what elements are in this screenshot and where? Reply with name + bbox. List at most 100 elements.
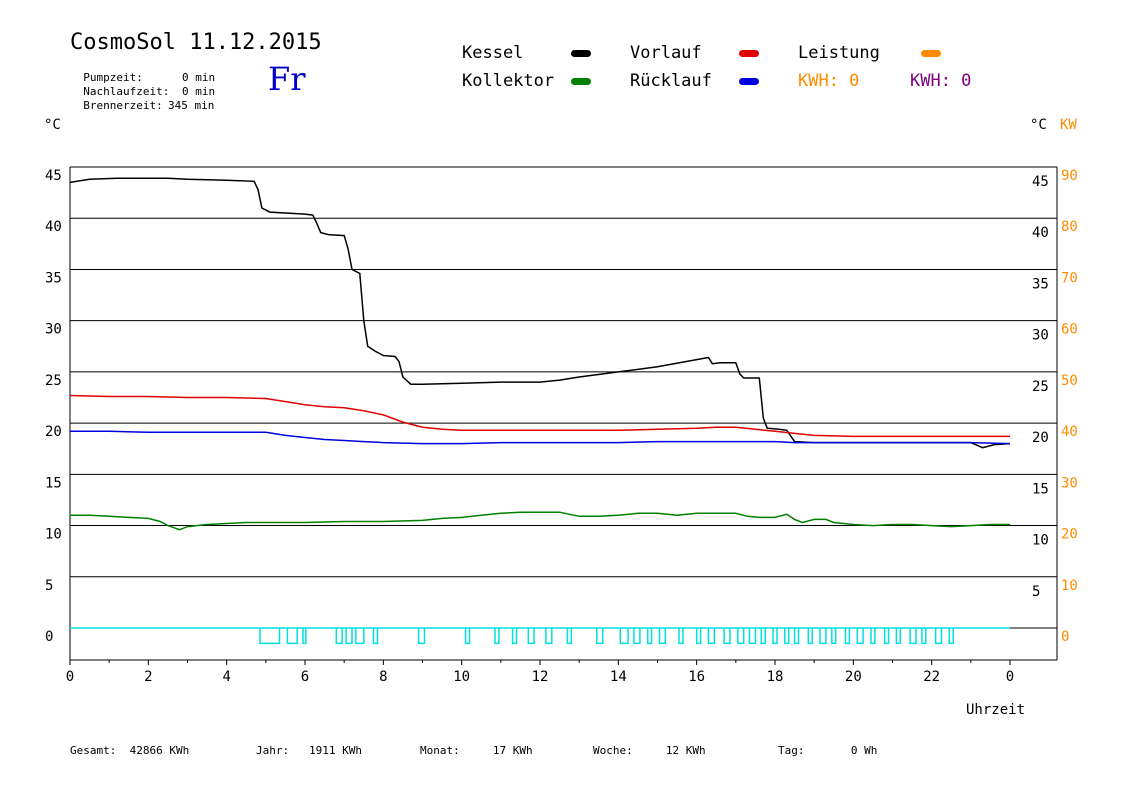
x-tick-label: 16 <box>688 669 705 685</box>
y-tick-label-right: 25 <box>1032 379 1049 395</box>
footer-label: Jahr: <box>256 744 290 757</box>
pump-pulse <box>355 628 365 645</box>
x-tick-label: 6 <box>301 669 309 685</box>
y-tick-label-power: 80 <box>1061 219 1078 235</box>
y-tick-label-right: 20 <box>1032 430 1049 446</box>
footer-gesamt: Gesamt: 42866 KWh <box>70 744 189 757</box>
footer-label: Gesamt: <box>70 744 117 757</box>
footer-label: Monat: <box>420 744 460 757</box>
y-tick-label-power: 70 <box>1061 270 1078 286</box>
pump-pulse <box>921 628 927 645</box>
y-tick-label-right: 30 <box>1032 328 1049 344</box>
x-tick-label: 10 <box>453 669 470 685</box>
pump-pulse <box>856 628 864 645</box>
series-line-vorlauf <box>69 394 1010 438</box>
y-tick-label-power: 20 <box>1061 527 1078 543</box>
pump-pulse <box>417 628 426 645</box>
series-line-kollektor <box>70 511 1010 531</box>
y-tick-label: 35 <box>45 270 62 286</box>
pump-pulse <box>646 628 653 645</box>
pump-pulse <box>345 628 353 645</box>
pump-pulse <box>895 628 902 645</box>
pump-pulse <box>494 628 500 645</box>
footer-value: 42866 KWh <box>129 744 190 757</box>
pump-pulse <box>737 628 745 645</box>
y-tick-label-power: 60 <box>1061 322 1078 338</box>
unit-right-power: KW <box>1060 117 1077 133</box>
y-tick-label-right: 35 <box>1032 276 1049 292</box>
unit-left: °C <box>44 117 61 133</box>
pump-pulse <box>286 628 298 645</box>
pump-pulse <box>464 628 471 645</box>
y-tick-label: 5 <box>45 578 53 594</box>
x-tick-label: 4 <box>222 669 230 685</box>
legend-ruecklauf: Rücklauf <box>630 71 712 91</box>
y-tick-label-right: 5 <box>1032 584 1040 600</box>
info-label: Nachlaufzeit: <box>83 85 170 98</box>
pump-pulse <box>259 628 281 645</box>
footer-label: Tag: <box>778 744 805 757</box>
y-tick-label: 0 <box>45 629 53 645</box>
info-value: 0 min <box>182 85 216 98</box>
y-tick-label-power: 30 <box>1061 475 1078 491</box>
pump-pulse <box>772 628 778 645</box>
pump-pulse <box>707 628 716 645</box>
pump-pulse <box>511 628 518 645</box>
legend-kollektor: Kollektor <box>462 71 555 91</box>
footer-value: 0 Wh <box>850 744 878 757</box>
info-brennerzeit: Brennerzeit: 345 min <box>70 86 214 112</box>
x-axis-label: Uhrzeit <box>966 702 1026 718</box>
x-tick-label: 12 <box>532 669 549 685</box>
pump-pulse <box>948 628 954 645</box>
pump-pulse <box>658 628 667 645</box>
y-tick-label: 45 <box>45 168 62 184</box>
y-tick-label: 20 <box>45 424 62 440</box>
y-tick-label: 15 <box>45 475 62 491</box>
legend-swatch-leistung <box>921 50 941 57</box>
legend-kwh-2: KWH: 0 <box>910 71 972 91</box>
x-tick-label: 2 <box>144 669 152 685</box>
x-tick-label: 22 <box>923 669 940 685</box>
pump-pulse <box>302 628 307 645</box>
footer-value: 17 KWh <box>492 744 533 757</box>
y-tick-label: 10 <box>45 527 62 543</box>
y-tick-label: 30 <box>45 322 62 338</box>
pump-pulse <box>909 628 917 645</box>
y-tick-label-right: 15 <box>1032 481 1049 497</box>
legend-kessel: Kessel <box>462 43 524 63</box>
footer-jahr: Jahr: 1911 KWh <box>256 744 362 757</box>
pump-pulse <box>883 628 890 645</box>
pump-pulse <box>844 628 851 645</box>
pump-pulse <box>596 628 604 645</box>
pump-pulse <box>678 628 684 645</box>
pump-pulse <box>819 628 827 645</box>
legend-swatch-ruecklauf <box>739 78 759 85</box>
legend-swatch-kessel <box>571 50 591 57</box>
y-tick-label: 40 <box>45 219 62 235</box>
info-value: 0 min <box>182 71 216 84</box>
series-line-kessel <box>69 177 1011 449</box>
x-tick-label: 14 <box>610 669 627 685</box>
pump-pulse <box>793 628 800 645</box>
pump-pulse <box>784 628 790 645</box>
pump-pulse <box>633 628 641 645</box>
legend-vorlauf: Vorlauf <box>630 43 702 63</box>
footer-monat: Monat: 17 KWh <box>420 744 533 757</box>
pump-pulse <box>831 628 837 645</box>
pump-pulse <box>760 628 766 645</box>
info-value: 345 min <box>168 99 215 112</box>
y-tick-label-power: 0 <box>1061 629 1069 645</box>
legend-swatch-vorlauf <box>739 50 759 57</box>
pump-pulse <box>545 628 553 645</box>
legend-leistung: Leistung <box>798 43 880 63</box>
info-label: Brennerzeit: <box>83 99 163 112</box>
series-line-ruecklauf <box>70 430 1011 445</box>
x-tick-label: 0 <box>66 669 74 685</box>
info-pumpzeit: Pumpzeit: 0 min <box>70 58 215 84</box>
pump-pulse <box>372 628 379 645</box>
footer-woche: Woche: 12 KWh <box>593 744 706 757</box>
x-tick-label: 0 <box>1006 669 1014 685</box>
info-label: Pumpzeit: <box>83 71 143 84</box>
pump-pulse <box>723 628 731 645</box>
